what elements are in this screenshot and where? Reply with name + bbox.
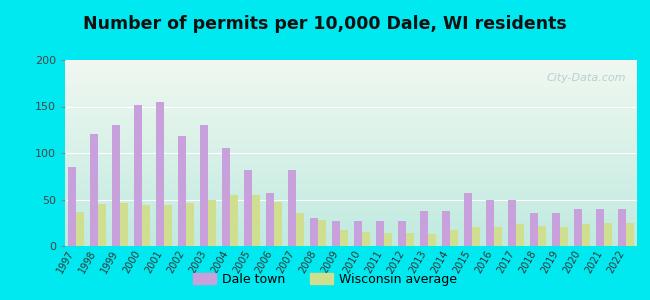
- Text: Number of permits per 10,000 Dale, WI residents: Number of permits per 10,000 Dale, WI re…: [83, 15, 567, 33]
- Bar: [508, 200, 516, 246]
- Bar: [618, 209, 626, 246]
- Bar: [230, 195, 238, 246]
- Bar: [530, 214, 538, 246]
- Bar: [362, 232, 370, 246]
- Bar: [486, 200, 494, 246]
- Bar: [626, 223, 634, 246]
- Bar: [68, 167, 76, 246]
- Bar: [354, 221, 362, 246]
- Bar: [596, 209, 604, 246]
- Bar: [178, 136, 186, 246]
- Bar: [252, 195, 260, 246]
- Bar: [538, 226, 546, 246]
- Bar: [421, 211, 428, 246]
- Legend: Dale town, Wisconsin average: Dale town, Wisconsin average: [188, 268, 462, 291]
- Bar: [575, 209, 582, 246]
- Bar: [318, 220, 326, 246]
- Bar: [582, 224, 590, 246]
- Bar: [208, 200, 216, 246]
- Bar: [340, 230, 348, 246]
- Bar: [516, 224, 524, 246]
- Bar: [310, 218, 318, 246]
- Bar: [494, 227, 502, 246]
- Bar: [472, 227, 480, 246]
- Bar: [450, 230, 458, 246]
- Bar: [135, 105, 142, 246]
- Bar: [384, 233, 392, 246]
- Text: City-Data.com: City-Data.com: [546, 73, 625, 83]
- Bar: [560, 227, 567, 246]
- Bar: [90, 134, 98, 246]
- Bar: [296, 212, 304, 246]
- Bar: [274, 202, 281, 246]
- Bar: [244, 170, 252, 246]
- Bar: [428, 234, 436, 246]
- Bar: [332, 221, 340, 246]
- Bar: [186, 203, 194, 246]
- Bar: [98, 204, 106, 246]
- Bar: [289, 170, 296, 246]
- Bar: [142, 205, 150, 246]
- Bar: [200, 125, 208, 246]
- Bar: [156, 102, 164, 246]
- Bar: [552, 214, 560, 246]
- Bar: [604, 223, 612, 246]
- Bar: [164, 205, 172, 246]
- Bar: [464, 193, 472, 246]
- Bar: [120, 203, 127, 246]
- Bar: [76, 212, 84, 246]
- Bar: [406, 233, 413, 246]
- Bar: [442, 211, 450, 246]
- Bar: [398, 221, 406, 246]
- Bar: [266, 193, 274, 246]
- Bar: [376, 221, 384, 246]
- Bar: [222, 148, 230, 246]
- Bar: [112, 125, 120, 246]
